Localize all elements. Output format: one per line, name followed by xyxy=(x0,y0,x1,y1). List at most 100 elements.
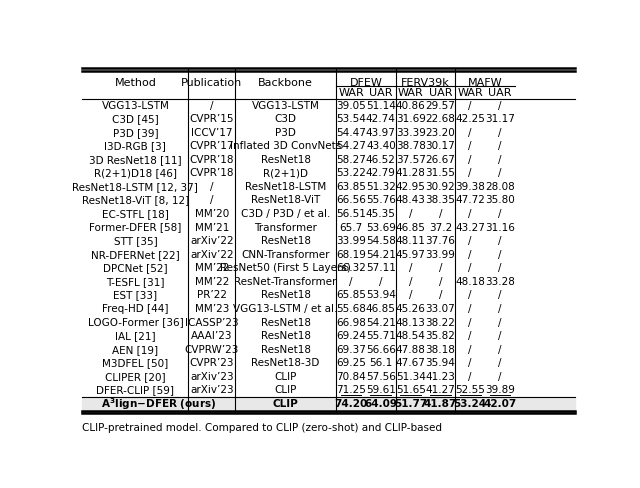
Text: VGG13-LSTM: VGG13-LSTM xyxy=(102,101,170,111)
Bar xyxy=(83,397,575,410)
Text: 53.69: 53.69 xyxy=(366,223,396,233)
Text: 38.22: 38.22 xyxy=(426,318,456,327)
Text: ResNet18: ResNet18 xyxy=(260,331,310,341)
Text: CLIP: CLIP xyxy=(275,372,297,382)
Text: 38.18: 38.18 xyxy=(426,345,456,355)
Text: /: / xyxy=(468,250,472,260)
Text: CLIPER [20]: CLIPER [20] xyxy=(105,372,166,382)
Text: 47.67: 47.67 xyxy=(396,358,426,368)
Text: 51.77: 51.77 xyxy=(394,399,428,409)
Text: /: / xyxy=(349,277,353,287)
Text: 46.85: 46.85 xyxy=(366,304,396,314)
Text: ResNet18-LSTM: ResNet18-LSTM xyxy=(245,182,326,192)
Text: 51.65: 51.65 xyxy=(396,386,426,395)
Text: 39.89: 39.89 xyxy=(485,386,515,395)
Text: 37.76: 37.76 xyxy=(426,236,456,246)
Text: CVPR’17: CVPR’17 xyxy=(189,141,234,151)
Text: PR’22: PR’22 xyxy=(196,290,227,301)
Text: 31.55: 31.55 xyxy=(426,168,456,178)
Text: WAR: WAR xyxy=(458,88,483,98)
Text: /: / xyxy=(468,345,472,355)
Text: 41.23: 41.23 xyxy=(426,372,456,382)
Text: CNN-Transformer: CNN-Transformer xyxy=(241,250,330,260)
Text: ResNet18: ResNet18 xyxy=(260,345,310,355)
Text: 41.27: 41.27 xyxy=(426,386,456,395)
Text: 57.56: 57.56 xyxy=(366,372,396,382)
Text: 69.37: 69.37 xyxy=(336,345,366,355)
Text: CVPR’15: CVPR’15 xyxy=(189,114,234,124)
Text: P3D: P3D xyxy=(275,128,296,138)
Text: /: / xyxy=(499,345,502,355)
Text: 71.25: 71.25 xyxy=(336,386,366,395)
Text: /: / xyxy=(409,263,412,273)
Text: Inflated 3D ConvNets: Inflated 3D ConvNets xyxy=(230,141,341,151)
Text: Former-DFER [58]: Former-DFER [58] xyxy=(89,223,182,233)
Text: 48.43: 48.43 xyxy=(396,196,426,205)
Text: ICASSP’23: ICASSP’23 xyxy=(185,318,239,327)
Text: 54.58: 54.58 xyxy=(366,236,396,246)
Text: ResNet18-3D: ResNet18-3D xyxy=(252,358,320,368)
Text: 37.2: 37.2 xyxy=(429,223,452,233)
Text: arXiv’22: arXiv’22 xyxy=(190,236,234,246)
Text: 70.84: 70.84 xyxy=(336,372,366,382)
Text: /: / xyxy=(499,331,502,341)
Text: /: / xyxy=(468,209,472,219)
Text: 55.71: 55.71 xyxy=(366,331,396,341)
Text: 42.79: 42.79 xyxy=(366,168,396,178)
Text: /: / xyxy=(499,101,502,111)
Text: MM’20: MM’20 xyxy=(195,209,229,219)
Text: /: / xyxy=(438,263,442,273)
Text: 38.78: 38.78 xyxy=(396,141,426,151)
Text: 57.11: 57.11 xyxy=(366,263,396,273)
Text: /: / xyxy=(499,155,502,165)
Text: /: / xyxy=(468,101,472,111)
Text: WAR: WAR xyxy=(397,88,424,98)
Text: CVPR’18: CVPR’18 xyxy=(189,168,234,178)
Text: 53.54: 53.54 xyxy=(336,114,366,124)
Text: /: / xyxy=(499,250,502,260)
Text: 31.69: 31.69 xyxy=(396,114,426,124)
Text: 54.27: 54.27 xyxy=(336,141,366,151)
Text: 33.99: 33.99 xyxy=(336,236,366,246)
Text: CVPR’18: CVPR’18 xyxy=(189,155,234,165)
Text: /: / xyxy=(468,372,472,382)
Text: 42.07: 42.07 xyxy=(483,399,516,409)
Text: /: / xyxy=(210,182,214,192)
Text: 33.39: 33.39 xyxy=(396,128,426,138)
Text: ResNet18: ResNet18 xyxy=(260,236,310,246)
Text: /: / xyxy=(499,318,502,327)
Text: 31.16: 31.16 xyxy=(485,223,515,233)
Text: 33.99: 33.99 xyxy=(426,250,456,260)
Text: Method: Method xyxy=(115,79,156,88)
Text: MM’22: MM’22 xyxy=(195,263,229,273)
Text: P3D [39]: P3D [39] xyxy=(113,128,158,138)
Text: 48.54: 48.54 xyxy=(396,331,426,341)
Text: 51.14: 51.14 xyxy=(366,101,396,111)
Text: 47.72: 47.72 xyxy=(455,196,485,205)
Text: VGG13-LSTM: VGG13-LSTM xyxy=(252,101,319,111)
Text: UAR: UAR xyxy=(429,88,452,98)
Text: 45.35: 45.35 xyxy=(366,209,396,219)
Text: 43.97: 43.97 xyxy=(366,128,396,138)
Text: ResNet18: ResNet18 xyxy=(260,155,310,165)
Text: /: / xyxy=(468,331,472,341)
Text: /: / xyxy=(499,209,502,219)
Text: /: / xyxy=(438,290,442,301)
Text: M3DFEL [50]: M3DFEL [50] xyxy=(102,358,168,368)
Text: 58.27: 58.27 xyxy=(336,155,366,165)
Text: 56.51: 56.51 xyxy=(336,209,366,219)
Text: 33.07: 33.07 xyxy=(426,304,455,314)
Text: /: / xyxy=(499,263,502,273)
Text: 74.20: 74.20 xyxy=(335,399,367,409)
Text: MM’21: MM’21 xyxy=(195,223,229,233)
Text: 56.66: 56.66 xyxy=(366,345,396,355)
Text: 53.22: 53.22 xyxy=(336,168,366,178)
Text: CLIP: CLIP xyxy=(275,386,297,395)
Text: 28.08: 28.08 xyxy=(485,182,515,192)
Text: arXiv’23: arXiv’23 xyxy=(190,372,234,382)
Text: ResNet50 (First 5 Layers): ResNet50 (First 5 Layers) xyxy=(220,263,351,273)
Text: 48.11: 48.11 xyxy=(396,236,426,246)
Text: /: / xyxy=(468,263,472,273)
Text: /: / xyxy=(468,168,472,178)
Text: /: / xyxy=(468,304,472,314)
